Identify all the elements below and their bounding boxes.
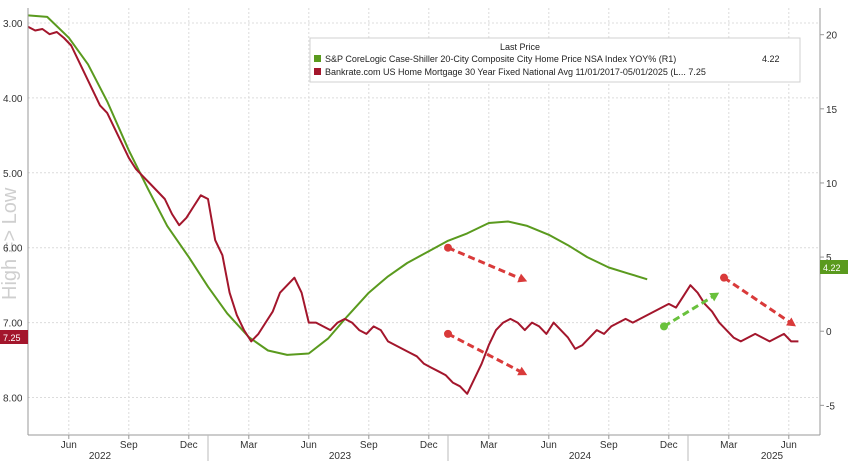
x-month-label-4: Jun xyxy=(301,440,317,451)
right-tick-label-3: 5 xyxy=(826,253,832,264)
x-month-label-8: Jun xyxy=(541,440,557,451)
legend-header: Last Price xyxy=(500,42,540,52)
x-month-label-2: Dec xyxy=(180,440,198,451)
trend-arrow-0 xyxy=(444,243,528,283)
legend-entry-green: S&P CoreLogic Case-Shiller 20-City Compo… xyxy=(325,54,676,64)
trend-arrow-shaft-3 xyxy=(723,276,791,324)
series-layer xyxy=(27,14,799,395)
x-month-label-11: Mar xyxy=(720,440,738,451)
x-month-label-9: Sep xyxy=(600,440,618,451)
left-tick-label-1: 4.00 xyxy=(3,94,23,105)
x-year-label-1: 2023 xyxy=(329,451,352,461)
legend-swatch-red xyxy=(314,68,321,75)
x-year-label-0: 2022 xyxy=(89,451,112,461)
trend-arrow-2 xyxy=(660,292,720,331)
trend-arrow-head-1 xyxy=(517,366,528,376)
x-month-label-10: Dec xyxy=(660,440,678,451)
left-tick-label-0: 3.00 xyxy=(3,19,23,30)
series-line-1 xyxy=(27,25,799,395)
trend-arrow-3 xyxy=(720,273,796,327)
trend-arrow-shaft-0 xyxy=(447,246,521,280)
trend-arrow-shaft-1 xyxy=(447,332,521,373)
trend-arrow-1 xyxy=(444,329,528,376)
right-axis: 20 15 10 5 0 -5 xyxy=(819,8,838,435)
right-tick-label-4: 0 xyxy=(826,327,832,338)
x-axis: Jun Sep Dec Mar Jun Sep Dec Mar Jun Sep Dec Mar Jun2… xyxy=(28,434,820,461)
left-axis: 3.00 4.00 5.00 6.00 7.00 8.00 xyxy=(3,8,29,435)
last-value-tag-left-text: 7.25 xyxy=(3,333,21,343)
x-month-label-1: Sep xyxy=(120,440,138,451)
left-tick-label-5: 8.00 xyxy=(3,394,23,405)
last-value-tag-left: 7.25 xyxy=(0,330,28,344)
left-tick-label-2: 5.00 xyxy=(3,169,23,180)
trend-arrow-head-3 xyxy=(786,317,796,327)
legend-entry-red: Bankrate.com US Home Mortgage 30 Year Fi… xyxy=(325,67,706,77)
x-month-label-7: Mar xyxy=(480,440,498,451)
annotation-layer xyxy=(444,243,796,376)
right-tick-label-2: 10 xyxy=(826,179,838,190)
last-value-tag-right: 4.22 xyxy=(820,260,848,274)
x-month-label-5: Sep xyxy=(360,440,378,451)
x-year-label-2: 2024 xyxy=(569,451,592,461)
x-month-label-0: Jun xyxy=(61,440,77,451)
x-month-label-3: Mar xyxy=(240,440,258,451)
trend-arrow-shaft-2 xyxy=(663,295,714,328)
left-tick-label-4: 7.00 xyxy=(3,319,23,330)
left-tick-label-3: 6.00 xyxy=(3,244,23,255)
series-line-0 xyxy=(27,14,648,356)
trend-arrow-head-0 xyxy=(517,273,528,283)
legend-value-green: 4.22 xyxy=(762,54,780,64)
grid xyxy=(28,8,820,435)
x-month-label-12: Jun xyxy=(781,440,797,451)
trend-arrow-head-2 xyxy=(709,292,720,302)
legend: Last Price S&P CoreLogic Case-Shiller 20… xyxy=(309,37,801,83)
legend-swatch-green xyxy=(314,55,321,62)
last-value-tag-right-text: 4.22 xyxy=(823,263,841,273)
legend-box xyxy=(309,37,801,83)
x-year-label-3: 2025 xyxy=(761,451,784,461)
right-tick-label-5: -5 xyxy=(826,401,835,412)
right-tick-label-0: 20 xyxy=(826,31,838,42)
x-month-label-6: Dec xyxy=(420,440,438,451)
watermark: High => Low xyxy=(0,187,21,300)
right-tick-label-1: 15 xyxy=(826,105,838,116)
